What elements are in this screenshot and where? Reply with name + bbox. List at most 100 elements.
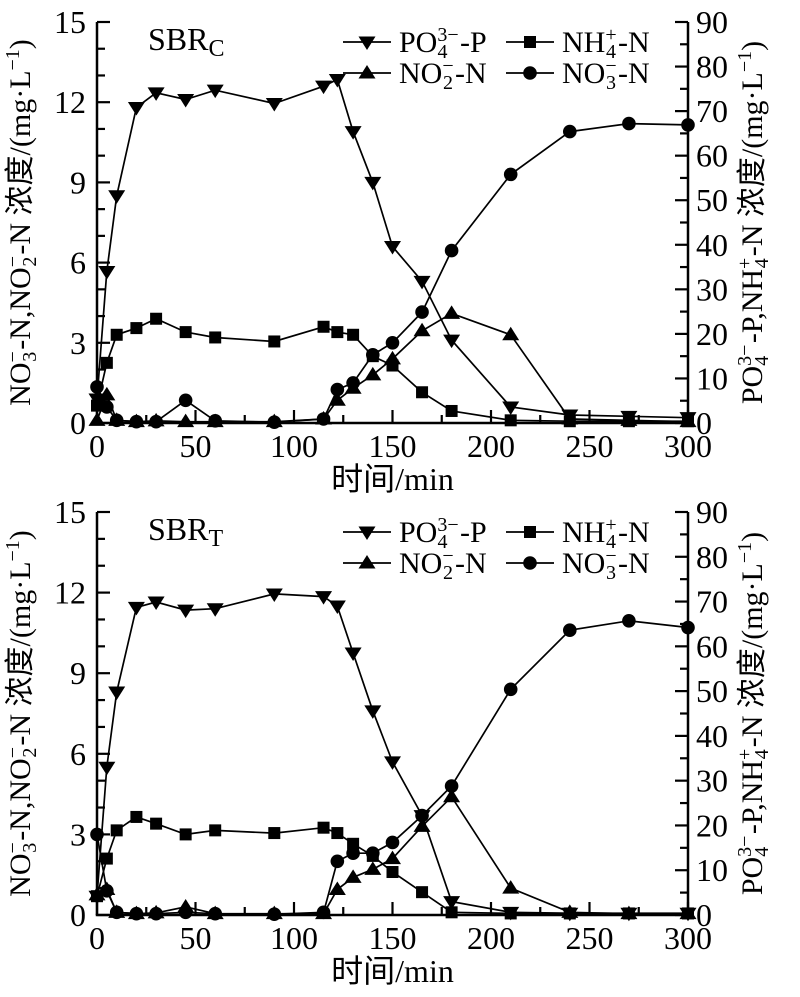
left-tick-label: 15 <box>54 494 86 530</box>
circle-icon <box>100 400 114 414</box>
circle-icon <box>316 905 331 920</box>
square-icon <box>150 312 163 325</box>
circle-icon <box>563 124 577 139</box>
legend-entry-po4-p: PO3− 4 -P <box>343 24 487 63</box>
series-line-no3-n <box>96 122 689 424</box>
left-tick-label: 3 <box>70 325 86 361</box>
square-icon <box>100 852 113 865</box>
square-icon <box>130 810 143 823</box>
square-icon <box>416 886 429 899</box>
left-tick-label: 3 <box>70 816 86 852</box>
circle-icon <box>622 116 636 131</box>
triangle-down-icon <box>413 275 431 290</box>
legend: PO3− 4 -P NH+ 4-N NO− 2-N NO− 3-N <box>343 514 650 584</box>
circle-icon <box>90 380 104 394</box>
y-axis-title-right: PO3−4-P,NH+4-N 浓度/(mg·L−1) <box>734 532 773 895</box>
triangle-down-icon <box>358 36 376 50</box>
right-tick-label: 90 <box>696 494 728 530</box>
right-tick-label: 40 <box>696 227 728 263</box>
circle-icon <box>415 808 429 823</box>
circle-icon <box>330 854 345 869</box>
triangle-down-icon <box>344 647 362 662</box>
triangle-up-icon <box>679 905 697 920</box>
right-tick-label: 30 <box>696 271 728 307</box>
left-tick-label: 12 <box>54 575 86 611</box>
right-tick-label: 80 <box>696 49 728 85</box>
triangle-up-icon <box>561 410 579 425</box>
triangle-up-icon <box>443 788 461 803</box>
square-icon <box>100 356 113 369</box>
triangle-up-icon <box>364 861 382 875</box>
left-tick-label: 15 <box>54 4 86 40</box>
square-icon <box>209 824 222 837</box>
triangle-up-icon <box>502 880 520 894</box>
right-tick-label: 0 <box>696 897 712 933</box>
triangle-up-icon <box>502 326 520 341</box>
left-tick-label: 9 <box>70 164 86 200</box>
triangle-down-icon <box>206 603 224 617</box>
triangle-up-icon <box>561 904 579 918</box>
square-icon <box>416 386 429 399</box>
legend-label-no2-n: NO− 2-N <box>399 545 487 584</box>
right-tick-label: 20 <box>696 316 728 352</box>
triangle-down-icon <box>98 761 116 776</box>
triangle-down-icon <box>127 601 145 616</box>
triangle-down-icon <box>177 94 195 108</box>
circle-icon <box>208 414 222 428</box>
left-tick-label: 9 <box>70 655 86 691</box>
circle-icon <box>444 243 459 258</box>
right-tick-label: 10 <box>696 852 728 888</box>
triangle-down-icon <box>502 401 520 415</box>
x-tick-label: 50 <box>180 428 212 464</box>
triangle-down-icon <box>328 73 346 88</box>
x-tick-label: 250 <box>566 920 614 956</box>
x-tick-label: 150 <box>369 428 417 464</box>
triangle-down-icon <box>443 896 461 910</box>
right-tick-label: 50 <box>696 673 728 709</box>
square-icon <box>179 828 192 841</box>
circle-icon <box>503 682 518 697</box>
triangle-down-icon <box>206 84 224 99</box>
left-tick-label: 0 <box>70 405 86 441</box>
circle-icon <box>330 382 345 397</box>
legend-label-nh4-n: NH+ 4-N <box>562 24 650 63</box>
triangle-up-icon <box>443 305 461 319</box>
triangle-up-icon <box>177 413 195 428</box>
circle-icon <box>109 905 124 920</box>
right-tick-label: 90 <box>696 4 728 40</box>
x-tick-label: 0 <box>89 920 105 956</box>
x-tick-label: 200 <box>467 920 515 956</box>
square-icon <box>347 837 360 850</box>
triangle-down-icon <box>177 604 195 619</box>
triangle-up-icon <box>344 869 362 883</box>
triangle-down-icon <box>315 591 333 605</box>
y-axis-title-right: PO3−4-P,NH+4-N 浓度/(mg·L−1) <box>734 41 773 404</box>
square-icon <box>524 36 536 48</box>
panel-sbr-t: 0 50 100 150 200 250 3000369121501020304050607… <box>2 494 773 989</box>
series-line-po4-p <box>96 593 688 915</box>
triangle-up-icon <box>413 818 431 832</box>
triangle-down-icon <box>265 588 283 602</box>
triangle-down-icon <box>265 98 283 112</box>
triangle-down-icon <box>98 266 116 280</box>
legend-label-no3-n: NO− 3-N <box>562 545 650 584</box>
circle-icon <box>178 393 193 408</box>
left-tick-label: 6 <box>70 736 86 772</box>
circle-icon <box>208 906 222 921</box>
circle-icon <box>316 412 331 426</box>
series-no3-n <box>90 614 695 921</box>
legend-entry-no2-n: NO− 2-N <box>343 545 487 584</box>
x-tick-label: 0 <box>89 428 105 464</box>
legend-entry-po4-p: PO3− 4 -P <box>343 514 487 553</box>
triangle-up-icon <box>620 905 638 920</box>
circle-icon <box>503 167 518 182</box>
square-icon <box>110 824 123 837</box>
circle-icon <box>109 413 124 428</box>
legend-label-no3-n: NO− 3-N <box>562 55 650 94</box>
triangle-up-icon <box>88 886 106 901</box>
x-axis-title: 时间/min <box>331 461 454 497</box>
square-icon <box>268 335 281 348</box>
circle-icon <box>622 614 636 628</box>
legend: PO3− 4 -P NH+ 4-N NO− 2-N NO− 3-N <box>343 24 650 94</box>
